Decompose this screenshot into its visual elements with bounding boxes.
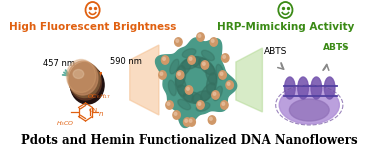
Circle shape <box>185 119 187 122</box>
Circle shape <box>197 101 204 109</box>
Ellipse shape <box>175 75 186 96</box>
Text: 590 nm: 590 nm <box>110 57 142 66</box>
Ellipse shape <box>70 64 101 100</box>
Ellipse shape <box>178 85 194 102</box>
Circle shape <box>167 102 170 105</box>
Ellipse shape <box>213 86 222 101</box>
Circle shape <box>160 72 163 75</box>
Ellipse shape <box>311 77 322 99</box>
Circle shape <box>174 112 177 115</box>
Ellipse shape <box>67 59 96 93</box>
Polygon shape <box>236 48 262 112</box>
Ellipse shape <box>201 50 214 61</box>
Text: High Fluorescent Brightness: High Fluorescent Brightness <box>9 22 176 32</box>
Text: n: n <box>99 111 103 117</box>
Circle shape <box>213 92 216 95</box>
Text: Pdots and Hemin Functionalized DNA Nanoflowers: Pdots and Hemin Functionalized DNA Nanof… <box>21 134 357 147</box>
Ellipse shape <box>201 83 215 101</box>
Circle shape <box>189 119 192 122</box>
Ellipse shape <box>285 77 295 99</box>
Ellipse shape <box>168 80 176 96</box>
Text: $H_3CO$: $H_3CO$ <box>56 119 75 128</box>
Text: CN: CN <box>89 107 98 112</box>
Circle shape <box>188 118 195 126</box>
Text: ABTS: ABTS <box>322 44 349 52</box>
Circle shape <box>161 56 169 64</box>
Circle shape <box>221 101 228 109</box>
Circle shape <box>176 39 179 42</box>
Ellipse shape <box>178 99 191 110</box>
Ellipse shape <box>175 66 186 87</box>
Ellipse shape <box>206 73 217 94</box>
Circle shape <box>183 118 191 126</box>
Circle shape <box>159 71 166 79</box>
Text: •+: •+ <box>339 45 349 51</box>
Ellipse shape <box>279 86 339 124</box>
Circle shape <box>185 86 193 94</box>
Circle shape <box>223 55 226 58</box>
Text: 457 nm: 457 nm <box>43 59 75 68</box>
Ellipse shape <box>183 92 203 103</box>
Ellipse shape <box>177 59 192 77</box>
Ellipse shape <box>68 61 98 95</box>
Circle shape <box>212 91 219 99</box>
Polygon shape <box>130 45 159 115</box>
Ellipse shape <box>216 64 224 80</box>
Ellipse shape <box>324 77 335 99</box>
Circle shape <box>198 34 201 37</box>
Circle shape <box>189 57 192 60</box>
Text: ABTS: ABTS <box>264 48 287 56</box>
Ellipse shape <box>206 64 217 85</box>
Circle shape <box>187 87 189 90</box>
Circle shape <box>227 82 230 85</box>
Circle shape <box>198 102 201 105</box>
Ellipse shape <box>73 69 84 79</box>
Ellipse shape <box>70 66 104 104</box>
Ellipse shape <box>182 49 196 58</box>
Circle shape <box>210 38 217 46</box>
Ellipse shape <box>298 77 308 99</box>
Circle shape <box>175 38 182 46</box>
Ellipse shape <box>290 99 329 121</box>
Circle shape <box>226 81 233 89</box>
Circle shape <box>219 71 226 79</box>
Circle shape <box>201 61 209 69</box>
Circle shape <box>208 116 216 124</box>
Circle shape <box>222 102 225 105</box>
Circle shape <box>177 71 184 79</box>
Circle shape <box>188 56 195 64</box>
Circle shape <box>173 111 180 119</box>
Ellipse shape <box>199 58 215 75</box>
Circle shape <box>197 33 204 41</box>
Ellipse shape <box>196 102 210 111</box>
Circle shape <box>178 72 180 75</box>
Circle shape <box>210 117 212 120</box>
Ellipse shape <box>170 59 179 74</box>
Ellipse shape <box>182 57 200 69</box>
Ellipse shape <box>190 56 209 68</box>
Ellipse shape <box>69 62 100 97</box>
Circle shape <box>222 54 229 62</box>
Text: $OC_6H_{17}$: $OC_6H_{17}$ <box>87 92 112 101</box>
Text: HRP-Mimicking Activity: HRP-Mimicking Activity <box>217 22 354 32</box>
Circle shape <box>211 39 214 42</box>
Ellipse shape <box>192 91 211 103</box>
Circle shape <box>220 72 223 75</box>
Polygon shape <box>155 38 237 128</box>
Circle shape <box>166 101 173 109</box>
Circle shape <box>163 57 166 60</box>
Circle shape <box>203 62 205 65</box>
